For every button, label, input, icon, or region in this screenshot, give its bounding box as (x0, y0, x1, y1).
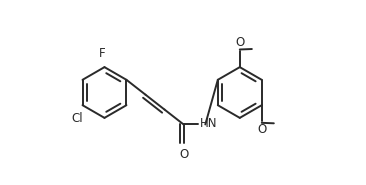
Text: HN: HN (200, 117, 217, 130)
Text: O: O (257, 123, 266, 136)
Text: O: O (179, 148, 188, 161)
Text: Cl: Cl (72, 112, 83, 125)
Text: F: F (99, 47, 105, 60)
Text: O: O (235, 36, 244, 50)
